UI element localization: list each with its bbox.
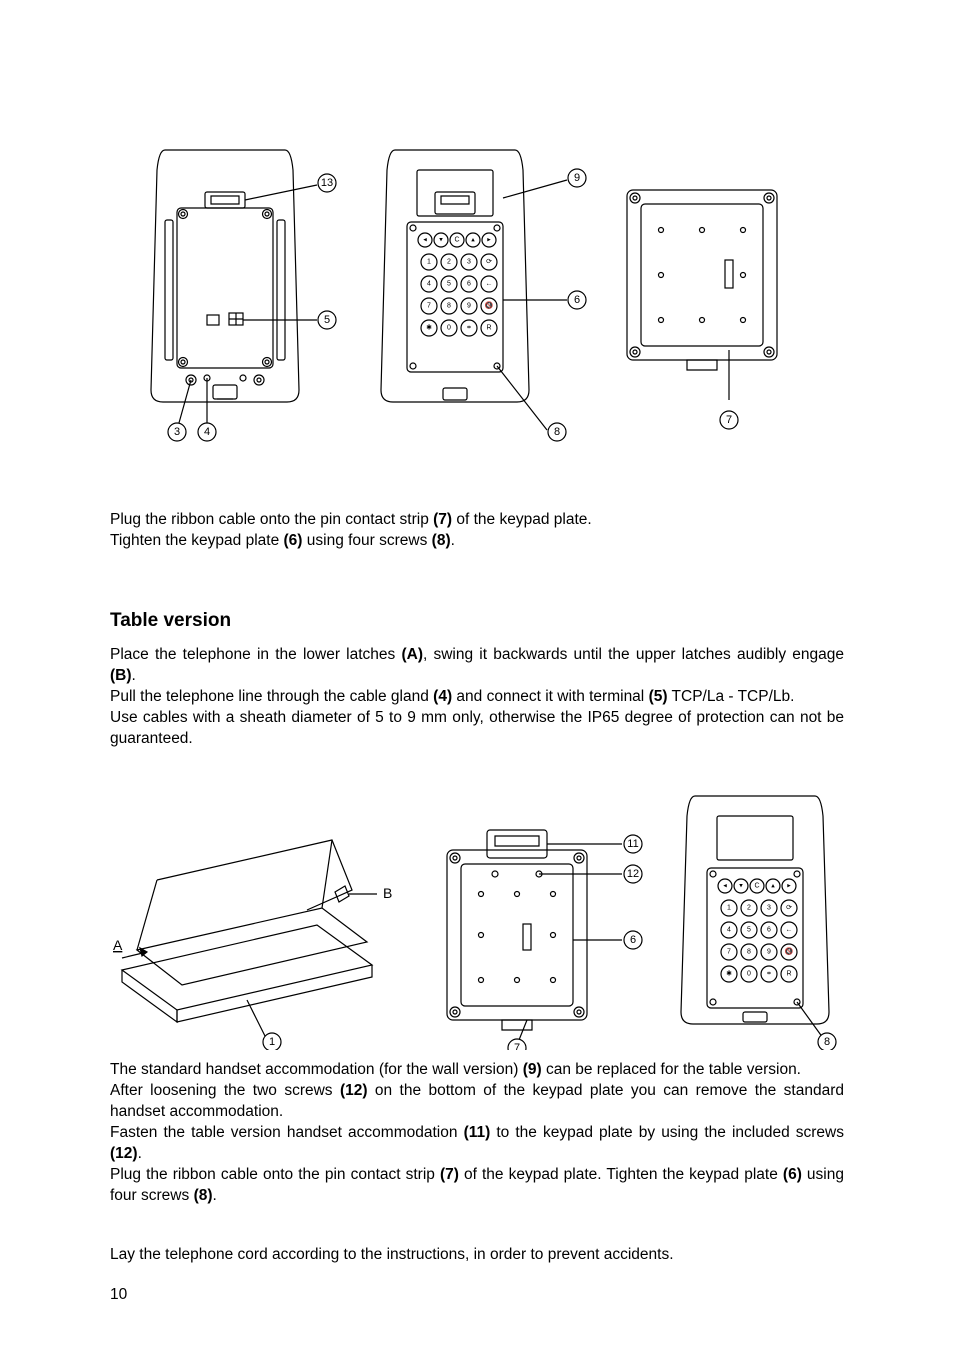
svg-text:←: ←	[486, 281, 493, 288]
svg-text:⟳: ⟳	[786, 905, 792, 912]
svg-text:✱: ✱	[726, 970, 732, 978]
label-A: A	[113, 937, 123, 953]
svg-text:◂: ◂	[723, 883, 727, 890]
svg-text:⌗: ⌗	[467, 325, 471, 332]
svg-text:R: R	[486, 325, 491, 332]
svg-text:9: 9	[767, 949, 771, 956]
svg-text:▾: ▾	[739, 883, 743, 890]
svg-text:←: ←	[786, 927, 793, 934]
svg-text:8: 8	[747, 949, 751, 956]
svg-text:C: C	[454, 237, 459, 244]
svg-text:7: 7	[427, 303, 431, 310]
diagram-top: 13 5 3 4	[127, 120, 827, 460]
svg-text:C: C	[754, 883, 759, 890]
svg-text:8: 8	[447, 303, 451, 310]
svg-text:⟳: ⟳	[486, 259, 492, 266]
para-plug-tighten: Plug the ribbon cable onto the pin conta…	[110, 510, 844, 552]
callout-4: 4	[204, 426, 210, 438]
callout-7b: 7	[514, 1042, 520, 1050]
svg-text:▴: ▴	[471, 237, 475, 244]
label-B: B	[383, 885, 392, 901]
heading-table-version: Table version	[110, 610, 231, 632]
svg-text:2: 2	[747, 905, 751, 912]
para-lay-cord: Lay the telephone cord according to the …	[110, 1245, 844, 1266]
diagram-bottom: A B 1	[107, 790, 847, 1050]
svg-text:6: 6	[467, 281, 471, 288]
svg-text:✱: ✱	[426, 324, 432, 332]
svg-text:6: 6	[767, 927, 771, 934]
svg-text:4: 4	[727, 927, 731, 934]
svg-text:⌗: ⌗	[767, 971, 771, 978]
svg-text:0: 0	[747, 971, 751, 978]
svg-text:5: 5	[447, 281, 451, 288]
svg-text:▾: ▾	[439, 237, 443, 244]
svg-text:0: 0	[447, 325, 451, 332]
callout-1: 1	[269, 1036, 275, 1048]
svg-text:9: 9	[467, 303, 471, 310]
svg-text:▸: ▸	[487, 237, 491, 244]
para-standard-handset: The standard handset accommodation (for …	[110, 1060, 844, 1206]
svg-text:3: 3	[467, 259, 471, 266]
callout-3: 3	[174, 426, 180, 438]
svg-text:1: 1	[727, 905, 731, 912]
svg-text:1: 1	[427, 259, 431, 266]
svg-text:R: R	[786, 971, 791, 978]
svg-text:7: 7	[727, 949, 731, 956]
svg-text:4: 4	[427, 281, 431, 288]
figure-bottom: A B 1	[0, 790, 954, 1050]
callout-8b: 8	[824, 1036, 830, 1048]
callout-5: 5	[324, 314, 330, 326]
callout-6: 6	[574, 294, 580, 306]
page: 13 5 3 4	[0, 0, 954, 1352]
callout-7: 7	[726, 414, 732, 426]
svg-text:◂: ◂	[423, 237, 427, 244]
svg-text:🔇: 🔇	[485, 301, 494, 310]
page-number: 10	[110, 1286, 127, 1304]
svg-text:2: 2	[447, 259, 451, 266]
svg-text:▴: ▴	[771, 883, 775, 890]
callout-8: 8	[554, 426, 560, 438]
callout-6b: 6	[630, 934, 636, 946]
para-place-telephone: Place the telephone in the lower latches…	[110, 645, 844, 750]
figure-top: 13 5 3 4	[0, 120, 954, 460]
svg-text:5: 5	[747, 927, 751, 934]
svg-text:▸: ▸	[787, 883, 791, 890]
callout-9: 9	[574, 172, 580, 184]
svg-text:3: 3	[767, 905, 771, 912]
callout-11: 11	[627, 838, 638, 850]
svg-text:🔇: 🔇	[785, 947, 794, 956]
callout-13: 13	[321, 177, 333, 189]
callout-12: 12	[627, 868, 639, 880]
